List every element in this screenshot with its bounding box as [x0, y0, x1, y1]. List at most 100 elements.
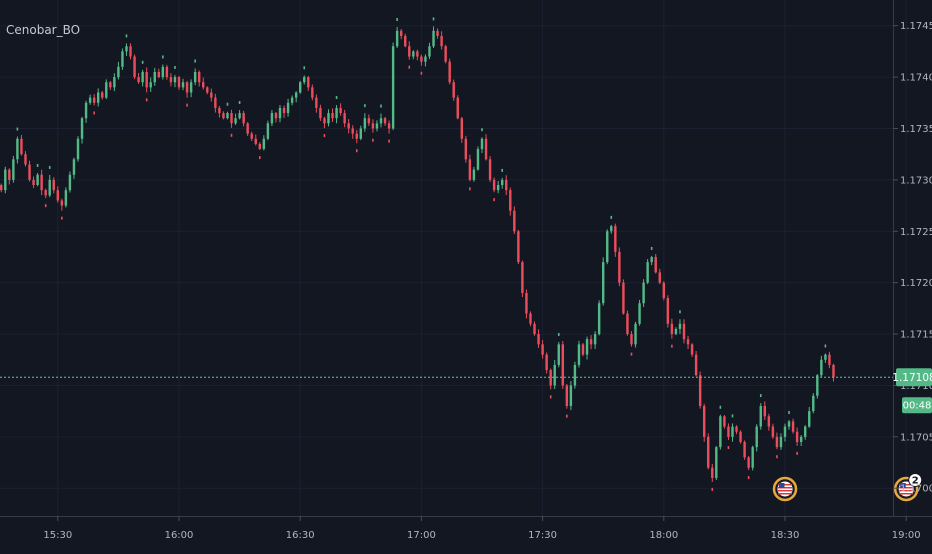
candle-bull: [121, 51, 124, 67]
down-signal-marker: [230, 133, 233, 137]
candle-bear: [468, 159, 472, 180]
candle-bull: [480, 138, 484, 150]
candle-bull: [593, 334, 597, 345]
up-signal-marker: [501, 168, 503, 172]
candle-bear: [210, 92, 213, 98]
candle-bear: [24, 154, 27, 165]
up-signal-marker: [141, 60, 144, 64]
candle-bear: [832, 364, 835, 378]
candle-bear: [464, 138, 468, 160]
candle-bull: [125, 46, 128, 52]
up-signal-marker: [238, 101, 241, 105]
candle-bear: [561, 344, 565, 386]
candle-bear: [533, 323, 536, 335]
candle-bear: [436, 30, 439, 36]
candle-bull: [379, 118, 383, 124]
candle-bear: [682, 323, 686, 340]
candle-bull: [432, 30, 435, 47]
candle-bear: [791, 421, 795, 432]
event-markers[interactable]: 2: [772, 473, 923, 502]
candle-bear: [702, 406, 706, 437]
candle-bear: [230, 113, 233, 124]
candle-bull: [642, 282, 645, 304]
candle-bear: [420, 56, 423, 62]
candle-bear: [311, 87, 314, 98]
candle-bear: [319, 107, 322, 119]
time-tick-label: 16:00: [165, 530, 194, 541]
candle-bear: [747, 457, 750, 468]
candle-bear: [404, 35, 407, 47]
us-flag-event-icon[interactable]: 2: [893, 473, 923, 502]
candle-bull: [238, 113, 241, 119]
last-price-label-bg: [896, 368, 932, 387]
candle-bull: [779, 436, 783, 448]
candle-bear: [521, 262, 524, 293]
event-count: 2: [912, 476, 919, 487]
candle-bear: [133, 56, 136, 78]
down-signal-marker: [776, 455, 778, 459]
candles: [0, 26, 835, 482]
candle-bull: [597, 303, 601, 335]
down-signal-marker: [566, 414, 568, 418]
candle-bear: [771, 426, 775, 437]
up-signal-marker: [364, 104, 366, 108]
candle-bear: [274, 113, 278, 119]
candle-bear: [56, 190, 60, 201]
candle-bear: [484, 138, 488, 160]
down-signal-marker: [93, 111, 95, 115]
candle-bear: [448, 61, 451, 83]
candle-bull: [113, 77, 116, 88]
candle-bear: [185, 82, 189, 93]
time-axis[interactable]: 15:30 16:00 16:30 17:00 17:30 18:00 18:30 19:00…: [43, 516, 932, 541]
candle-bear: [307, 77, 310, 88]
down-signal-marker: [549, 395, 552, 399]
candle-bear: [723, 416, 726, 427]
candle-bear: [145, 71, 148, 88]
candle-bear: [545, 354, 548, 371]
candle-bear: [517, 231, 520, 263]
candle-bull: [412, 51, 415, 57]
candle-bear: [698, 375, 702, 407]
price-axis[interactable]: 1.17000 1.17050 1.17100 1.17150 1.17200 1.172…: [893, 21, 932, 495]
candle-bear: [242, 113, 245, 124]
up-signal-marker: [194, 59, 196, 63]
price-tick-label: 1.17050: [900, 432, 932, 443]
up-signal-marker: [719, 405, 722, 409]
up-signal-marker: [125, 34, 128, 38]
candle-bull: [278, 107, 282, 119]
candle-bear: [444, 46, 447, 62]
candle-bull: [96, 92, 100, 103]
candle-bull: [553, 364, 556, 386]
us-flag-event-icon[interactable]: [772, 476, 798, 502]
candle-bull: [472, 169, 476, 180]
indicator-name[interactable]: Cenobar_BO: [6, 23, 80, 37]
candle-bear: [775, 436, 779, 448]
candle-bear: [92, 97, 96, 103]
candle-bull: [476, 149, 480, 170]
candle-bull: [395, 30, 399, 47]
candle-bear: [197, 71, 201, 83]
price-tick-label: 1.17450: [900, 21, 932, 32]
up-signal-marker: [788, 410, 790, 414]
down-signal-marker: [61, 216, 63, 220]
candle-bull: [262, 138, 266, 150]
price-tick-label: 1.17200: [900, 278, 932, 289]
candle-bear: [795, 431, 799, 442]
candle-bear: [165, 66, 169, 78]
candle-bull: [678, 323, 682, 329]
candle-bull: [68, 174, 72, 191]
candle-bear: [32, 179, 35, 186]
candle-bull: [149, 82, 152, 88]
candle-bear: [339, 107, 342, 114]
up-signal-marker: [557, 332, 560, 336]
candle-bear: [206, 87, 209, 93]
candle-bear: [28, 164, 31, 180]
down-signal-marker: [711, 487, 714, 491]
candle-bull: [173, 77, 177, 83]
candle-bear: [250, 133, 253, 139]
candle-bear: [767, 416, 771, 427]
candle-bull: [303, 77, 306, 83]
candle-bear: [214, 97, 217, 108]
